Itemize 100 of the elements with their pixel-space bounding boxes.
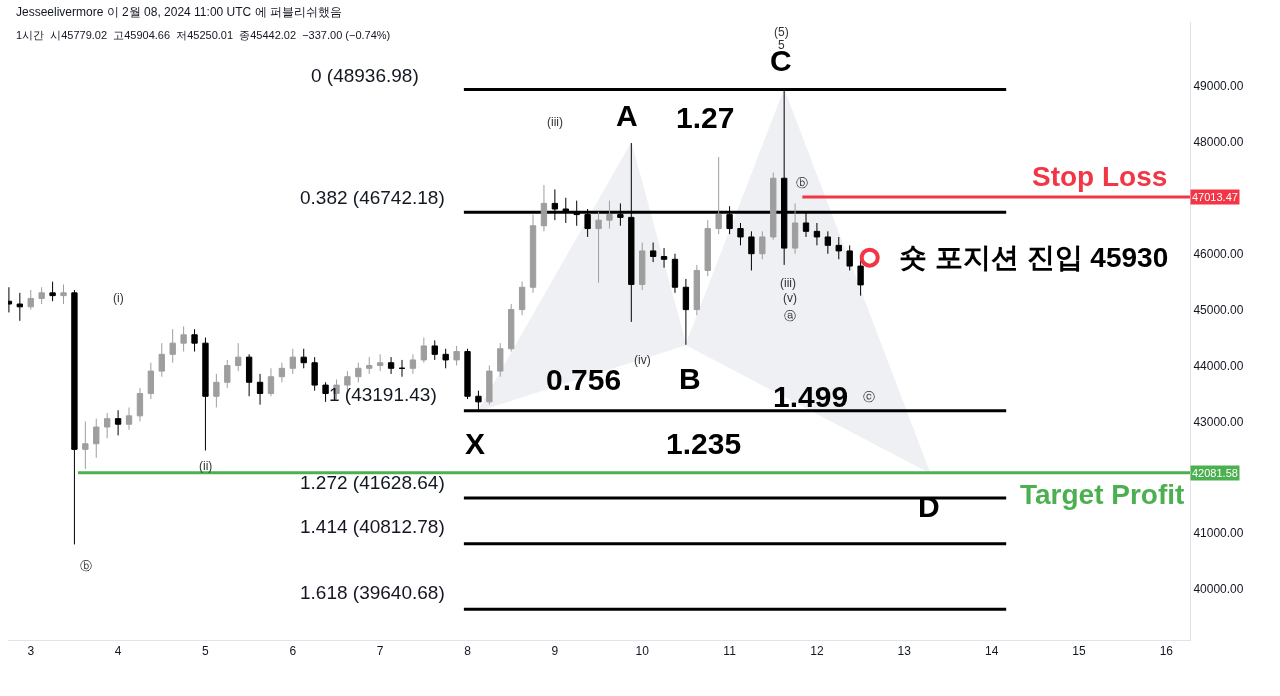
x-tick-label: 15 xyxy=(1072,644,1086,659)
candlestick xyxy=(49,281,56,302)
annotation: ⓒ xyxy=(863,390,875,404)
annotation: 0.382 (46742.18) xyxy=(300,187,445,208)
candlestick xyxy=(366,356,373,375)
candlestick xyxy=(813,222,821,246)
candlestick xyxy=(387,356,395,375)
annotation: 1 (43191.43) xyxy=(329,384,437,405)
candlestick xyxy=(289,348,296,375)
candlestick xyxy=(82,420,89,470)
x-tick-label: 10 xyxy=(635,644,650,659)
annotation: 5 xyxy=(778,38,785,52)
candlestick xyxy=(16,292,23,322)
y-tick-label: 43000.00 xyxy=(1193,414,1244,429)
candlestick xyxy=(671,253,679,294)
candlestick xyxy=(835,236,842,260)
x-tick-label: 5 xyxy=(202,644,210,659)
candlestick xyxy=(704,219,711,277)
annotation: B xyxy=(679,362,701,395)
y-tick-label: 45000.00 xyxy=(1193,302,1244,317)
x-tick-label: 8 xyxy=(464,644,472,659)
y-tick-label: 41000.00 xyxy=(1193,526,1244,541)
annotation: ⓐ xyxy=(784,309,796,323)
candlestick xyxy=(169,328,176,364)
candlestick xyxy=(846,244,853,271)
candlestick xyxy=(267,367,275,397)
candlestick xyxy=(213,373,220,408)
candlestick xyxy=(715,156,722,235)
annotation: 1.272 (41628.64) xyxy=(300,472,445,493)
annotation: (ii) xyxy=(199,459,213,473)
annotation: (iii) xyxy=(547,115,563,129)
candlestick xyxy=(409,353,417,375)
annotation: ⓑ xyxy=(80,559,92,573)
annotation: (i) xyxy=(113,291,124,305)
candlestick xyxy=(104,412,111,439)
annotation: 1.27 xyxy=(676,101,735,134)
candlestick xyxy=(420,337,428,364)
annotation: (v) xyxy=(783,291,797,305)
candlestick xyxy=(27,289,34,311)
text: 1시간 시45779.02 고45904.66 저45250.01 종45442.02 −337.00 (−0.74%) xyxy=(16,29,391,41)
candlestick xyxy=(540,184,548,232)
candlestick xyxy=(442,348,449,369)
candlestick xyxy=(693,264,700,316)
candlestick xyxy=(518,281,526,316)
annotation: X xyxy=(465,427,486,460)
candlestick xyxy=(300,348,307,369)
x-tick-label: 12 xyxy=(810,644,824,659)
x-tick-label: 9 xyxy=(551,644,559,659)
candlestick xyxy=(256,373,264,406)
candlestick xyxy=(245,353,253,397)
candlestick xyxy=(224,359,231,389)
candlestick xyxy=(660,247,668,269)
x-tick-label: 6 xyxy=(289,644,297,659)
candlestick xyxy=(355,362,362,383)
candlestick xyxy=(235,342,242,372)
annotation: 1.499 xyxy=(773,380,849,413)
x-tick-label: 11 xyxy=(723,644,737,659)
candlestick xyxy=(453,345,460,367)
candlestick xyxy=(38,286,45,305)
candlestick xyxy=(278,362,286,383)
candlestick xyxy=(682,278,690,346)
candlestick xyxy=(71,289,78,545)
annotation: (iv) xyxy=(634,353,651,367)
y-tick-label: 44000.00 xyxy=(1193,358,1244,373)
annotation: 숏 포지션 진입 45930 xyxy=(899,242,1169,273)
annotation: 1.235 xyxy=(666,427,742,460)
chart-title: Jesseelivermore 이 2월 08, 2024 11:00 UTC 에 퍼블리쉬했음 xyxy=(16,5,342,19)
x-tick-label: 3 xyxy=(27,644,35,659)
annotation: (5) xyxy=(774,25,789,39)
x-tick-label: 16 xyxy=(1159,644,1174,659)
y-tick-label: 48000.00 xyxy=(1193,135,1244,150)
annotation: 1.618 (39640.68) xyxy=(300,582,445,603)
candlestick xyxy=(191,328,198,353)
candlestick xyxy=(529,214,537,294)
candlestick xyxy=(759,230,766,260)
candlestick xyxy=(376,353,384,372)
series-label: 47013.47 xyxy=(1192,191,1238,203)
candlestick xyxy=(649,242,657,263)
y-tick-label: 40000.00 xyxy=(1193,582,1244,597)
candlestick xyxy=(147,362,155,400)
candlestick xyxy=(60,283,67,305)
annotation: (iii) xyxy=(780,276,796,290)
candlestick xyxy=(748,230,755,271)
annotation: 0 (48936.98) xyxy=(311,65,419,86)
candlestick xyxy=(322,381,329,403)
candlestick xyxy=(791,202,799,255)
candlestick xyxy=(486,365,493,406)
candlestick xyxy=(180,325,187,353)
x-tick-label: 13 xyxy=(897,644,912,659)
candlestick xyxy=(497,342,504,378)
x-tick-label: 4 xyxy=(114,644,122,659)
candlestick xyxy=(508,303,515,353)
annotation: ⓑ xyxy=(796,176,808,190)
candlestick xyxy=(639,242,646,291)
candlestick xyxy=(158,342,165,378)
candlestick xyxy=(737,222,744,246)
y-tick-label: 46000.00 xyxy=(1193,246,1244,261)
annotation: 1.414 (40812.78) xyxy=(300,516,445,537)
candlestick xyxy=(136,387,144,422)
annotation: Stop Loss xyxy=(1032,161,1168,192)
